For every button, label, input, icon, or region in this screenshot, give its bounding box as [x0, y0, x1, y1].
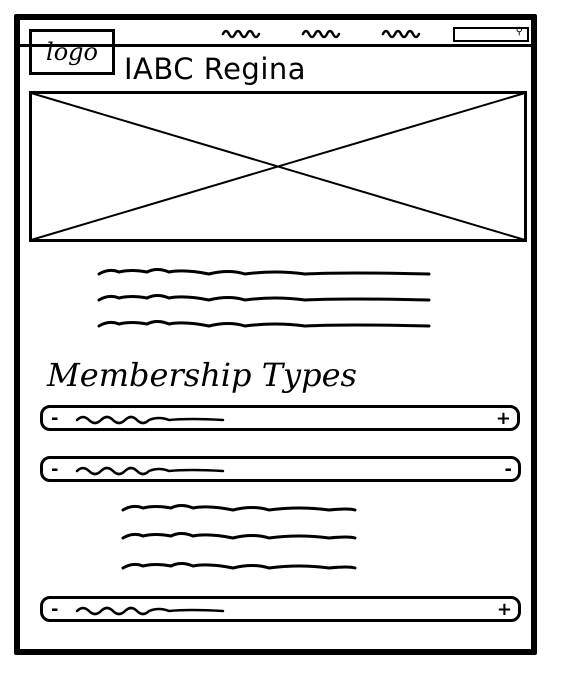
accordion-2[interactable]: - -	[40, 456, 521, 482]
search-input[interactable]: ⚲	[453, 26, 529, 42]
intro-text	[97, 268, 431, 328]
site-title: IABC Regina	[124, 52, 307, 86]
accordion-2-content	[121, 504, 357, 570]
collapse-icon[interactable]: -	[51, 599, 59, 620]
expand-icon[interactable]: +	[496, 599, 512, 620]
search-icon[interactable]: ⚲	[515, 26, 523, 37]
accordion-1[interactable]: - +	[40, 405, 520, 431]
page-frame	[14, 14, 537, 655]
collapse-icon[interactable]: -	[504, 459, 512, 480]
collapse-icon[interactable]: -	[51, 459, 59, 480]
nav-item-1[interactable]	[221, 29, 261, 39]
accordion-2-label	[75, 466, 225, 476]
nav-item-3[interactable]	[381, 29, 421, 39]
expand-icon[interactable]: +	[495, 408, 511, 429]
logo[interactable]: logo	[29, 29, 115, 75]
membership-heading: Membership Types	[47, 356, 357, 394]
top-nav	[221, 29, 421, 39]
accordion-1-label	[75, 415, 225, 425]
accordion-3[interactable]: - +	[40, 596, 521, 622]
accordion-3-label	[75, 606, 225, 616]
hero-image-placeholder	[29, 91, 527, 242]
nav-item-2[interactable]	[301, 29, 341, 39]
header-divider	[20, 44, 531, 47]
collapse-icon[interactable]: -	[51, 408, 59, 429]
